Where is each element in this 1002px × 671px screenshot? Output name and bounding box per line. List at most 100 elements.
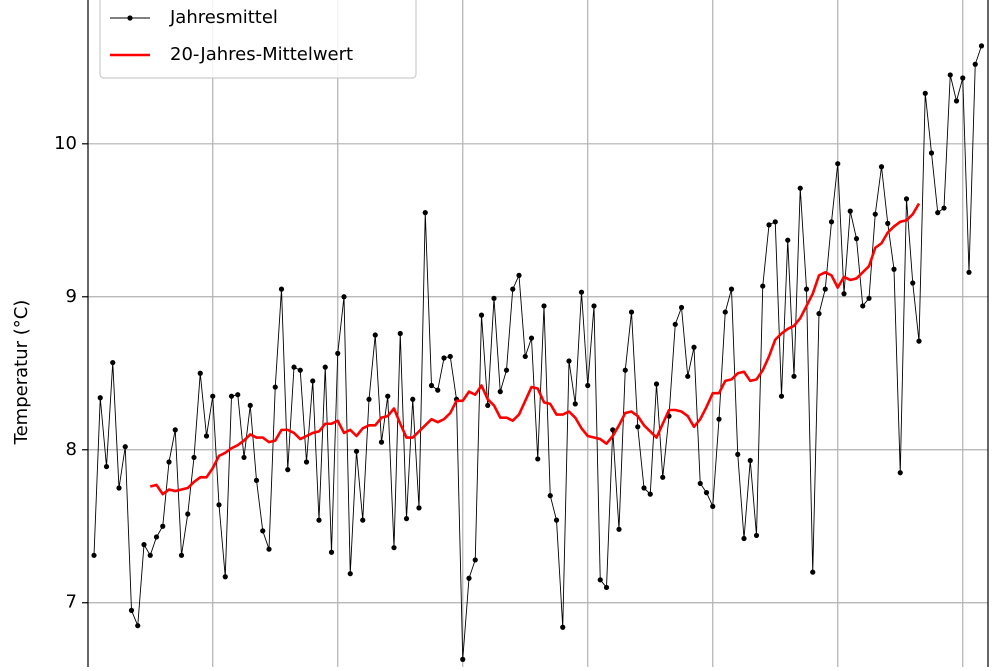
data-point (616, 526, 622, 532)
data-point (391, 545, 397, 551)
data-point (935, 210, 941, 216)
data-point (147, 552, 153, 558)
data-point (753, 532, 760, 539)
data-point (260, 528, 266, 534)
moving-average-line (149, 202, 921, 496)
data-point (728, 286, 735, 292)
data-point (891, 266, 897, 272)
data-point (253, 477, 260, 483)
data-point (553, 517, 560, 523)
data-point (285, 467, 291, 473)
data-point (766, 222, 772, 228)
data-point (860, 303, 866, 309)
data-point (353, 448, 360, 454)
data-point (435, 387, 441, 393)
data-point (910, 280, 916, 286)
data-point (528, 335, 535, 341)
data-point (778, 393, 785, 399)
data-point (103, 463, 110, 470)
data-point (916, 338, 922, 344)
data-point (853, 236, 860, 242)
data-point (722, 309, 728, 315)
data-point (116, 485, 122, 491)
data-point (810, 569, 816, 575)
data-point (703, 490, 710, 496)
data-point (685, 373, 691, 379)
legend-box (99, 0, 417, 79)
data-point (403, 516, 410, 522)
data-point (710, 503, 716, 509)
data-point (672, 321, 678, 327)
data-point (847, 208, 853, 214)
data-point (310, 378, 316, 384)
data-point (572, 401, 578, 407)
data-point (653, 381, 660, 387)
data-point (447, 353, 453, 360)
data-point (328, 549, 335, 555)
data-point (872, 211, 878, 217)
data-point (791, 373, 797, 379)
legend-label: 20-Jahres-Mittelwert (170, 44, 353, 65)
data-point (647, 491, 653, 497)
data-point (591, 303, 597, 309)
data-point (372, 332, 378, 338)
data-point (628, 309, 635, 315)
data-point (635, 424, 641, 430)
data-point (522, 353, 528, 360)
data-point (385, 393, 391, 399)
data-point (497, 389, 503, 395)
data-point (203, 433, 210, 439)
y-tick-label: 8 (66, 439, 77, 460)
data-point (660, 474, 666, 480)
data-point (503, 367, 510, 373)
data-point (128, 607, 135, 613)
data-point (803, 286, 810, 292)
data-point (291, 364, 297, 370)
data-point (241, 454, 247, 461)
data-point (560, 624, 566, 630)
data-point (135, 623, 141, 629)
data-point (535, 456, 541, 462)
data-point (835, 161, 841, 167)
data-point (716, 416, 722, 422)
data-point (297, 367, 303, 373)
data-point (966, 269, 972, 275)
data-point (247, 402, 253, 409)
data-point (278, 286, 285, 292)
data-point (603, 584, 610, 591)
data-point (953, 98, 960, 104)
data-point (760, 283, 766, 289)
data-point (510, 286, 516, 292)
data-point (222, 574, 228, 580)
data-point (610, 427, 616, 433)
data-point (785, 237, 791, 243)
data-point (216, 502, 222, 508)
data-point (197, 370, 203, 376)
data-point (828, 219, 835, 225)
data-point (410, 396, 416, 402)
data-point (347, 571, 353, 577)
data-point (272, 384, 278, 390)
data-point (941, 205, 947, 211)
data-point (897, 470, 903, 476)
data-point (228, 393, 235, 399)
data-point (322, 364, 328, 370)
data-point (416, 505, 422, 511)
data-point (303, 459, 310, 465)
data-point (341, 294, 347, 300)
data-point (691, 344, 697, 350)
data-point (97, 395, 103, 401)
data-point (335, 350, 341, 356)
data-point (466, 575, 472, 581)
data-point (141, 542, 147, 548)
data-point (441, 355, 447, 361)
data-point (185, 511, 191, 517)
data-point (960, 75, 966, 81)
legend-marker (127, 15, 133, 21)
data-point (210, 393, 216, 399)
data-point (928, 150, 935, 156)
data-point (378, 439, 385, 445)
data-point (697, 480, 703, 487)
